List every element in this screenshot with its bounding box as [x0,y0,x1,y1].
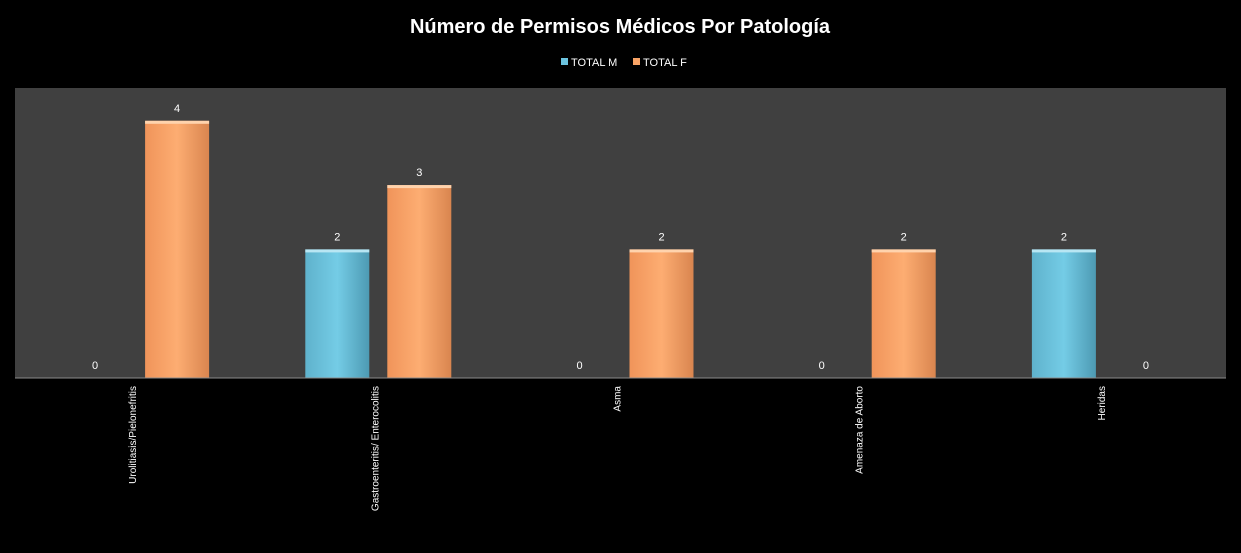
legend-swatch-f [633,58,640,65]
category-label-0: Urolitiasis/Pielonefritis [128,386,139,484]
data-label-1-3: 2 [901,231,907,243]
bar-highlight-1-1 [387,185,452,189]
data-label-0-4: 2 [1061,231,1067,243]
chart-title: Número de Permisos Médicos Por Patología [410,16,831,38]
legend-label-m: TOTAL M [571,57,617,69]
category-labels-group: Urolitiasis/Pielonefritis Gastroenteritis… [128,386,1108,512]
bar-total-f-0 [145,120,210,379]
bar-total-m-1 [305,249,370,378]
data-label-0-3: 0 [819,360,825,372]
category-label-4: Heridas [1097,386,1108,420]
category-label-1: Gastroenteritis/ Enterocolitis [370,386,381,511]
bar-total-m-4 [1031,249,1096,378]
data-label-0-1: 2 [334,231,340,243]
category-label-3: Amenaza de Aborto [855,386,866,474]
data-label-1-4: 0 [1143,360,1149,372]
category-label-2: Asma [613,386,624,412]
bar-highlight-1-2 [629,249,694,253]
value-labels-group: 0 4 2 3 0 2 0 2 2 0 [92,103,1149,372]
bar-total-f-3 [871,249,936,378]
bar-highlight-1-0 [145,120,210,124]
bar-highlight-0-1 [305,249,370,253]
data-label-1-0: 4 [174,103,180,115]
plot-area [15,88,1226,378]
data-label-1-1: 3 [416,167,422,179]
legend-swatch-m [561,58,568,65]
data-label-0-0: 0 [92,360,98,372]
legend-label-f: TOTAL F [643,57,687,69]
data-label-1-2: 2 [658,231,664,243]
bar-highlight-1-3 [871,249,936,253]
data-label-0-2: 0 [576,360,582,372]
bars-group [145,120,1096,379]
bar-total-f-1 [387,185,452,378]
legend: TOTAL M TOTAL F [561,57,687,69]
bar-total-f-2 [629,249,694,378]
bar-highlight-0-4 [1031,249,1096,253]
